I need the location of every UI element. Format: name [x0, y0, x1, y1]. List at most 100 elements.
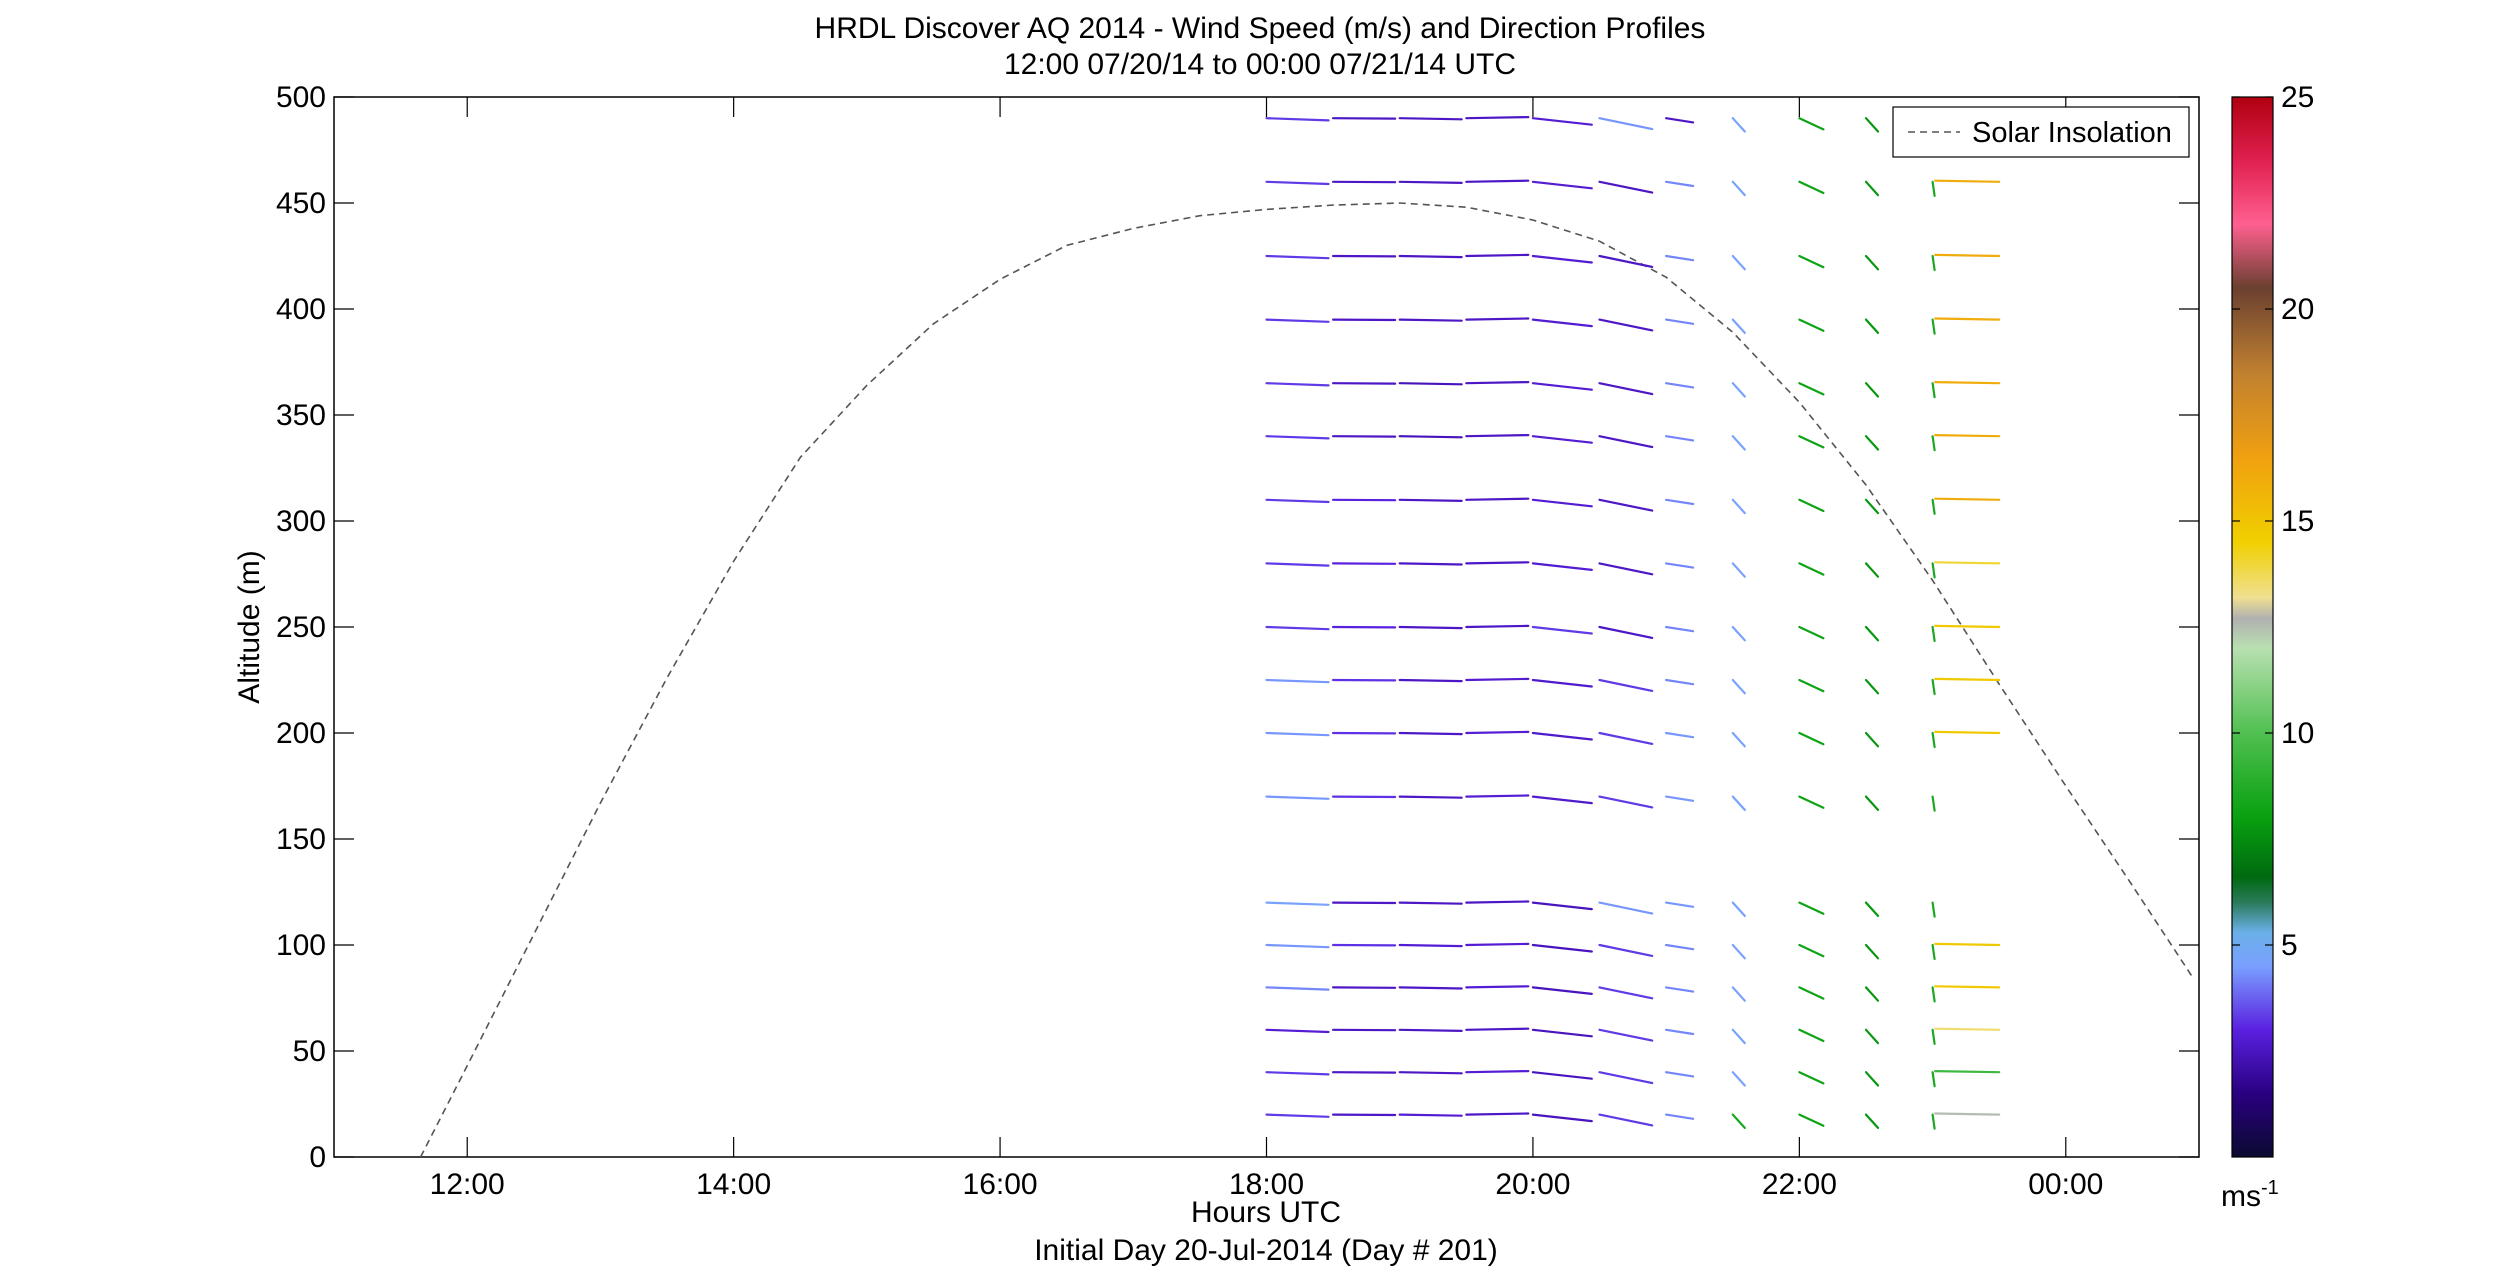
wind-barb	[1398, 382, 1463, 386]
wind-barb	[1465, 381, 1530, 385]
wind-barb-shaft	[1398, 678, 1463, 683]
x-tick-label: 18:00	[1229, 1168, 1304, 1201]
wind-barb	[1465, 561, 1530, 565]
wind-barb-shaft	[1931, 678, 1936, 696]
wind-barb	[1934, 561, 2001, 565]
wind-barb-shaft	[1731, 1071, 1746, 1087]
wind-barb-shaft	[1398, 382, 1463, 386]
wind-barb-shaft	[1265, 1113, 1330, 1118]
wind-barb	[1598, 254, 1654, 268]
wind-barb	[1398, 731, 1463, 736]
wind-barb	[1664, 254, 1695, 262]
wind-barb-shaft	[1598, 678, 1654, 693]
wind-barb-shaft	[1465, 985, 1530, 989]
wind-barb	[1864, 1028, 1880, 1045]
wind-barb	[1531, 795, 1593, 805]
wind-barb	[1731, 254, 1746, 271]
wind-barb	[1664, 180, 1695, 188]
wind-barb-shaft	[1398, 180, 1463, 184]
wind-barb-shaft	[1531, 1113, 1593, 1123]
wind-barb	[1531, 678, 1593, 688]
wind-barb-shaft	[1731, 435, 1746, 451]
wind-barb-shaft	[1798, 318, 1825, 332]
wind-barb-shaft	[1398, 1071, 1463, 1075]
wind-barb-shaft	[1864, 1028, 1880, 1045]
y-tick-label: 150	[276, 823, 326, 856]
y-ticks: 0 50 100 150 200 250 300 350 400 450 500	[276, 81, 2199, 1174]
wind-barb-shaft	[1265, 318, 1330, 323]
wind-barb-shaft	[1931, 435, 1936, 452]
wind-barb	[1531, 254, 1593, 264]
wind-barb-shaft	[1798, 180, 1825, 195]
wind-barb	[1731, 678, 1746, 695]
legend-entry-solar: Solar Insolation	[1972, 117, 2172, 149]
wind-barb-shaft	[1265, 795, 1330, 800]
wind-barb-shaft	[1864, 678, 1880, 695]
wind-barb-shaft	[1864, 625, 1880, 642]
wind-barb	[1798, 731, 1825, 746]
wind-barb-shaft	[1398, 254, 1463, 259]
wind-barb	[1465, 317, 1530, 321]
wind-barb-shaft	[1465, 794, 1530, 798]
wind-barb-shaft	[1931, 1028, 1936, 1045]
wind-barb	[1731, 498, 1746, 515]
wind-barb-shaft	[1465, 1069, 1530, 1074]
wind-barb	[1265, 318, 1330, 323]
wind-barb	[1598, 1028, 1654, 1042]
x-tick-label: 00:00	[2028, 1168, 2103, 1201]
wind-barb-shaft	[1731, 117, 1746, 133]
wind-barb	[1398, 562, 1463, 566]
wind-barb-shaft	[1265, 562, 1330, 567]
wind-barb-shaft	[1265, 943, 1330, 949]
wind-barb-shaft	[1598, 562, 1654, 576]
wind-barb	[1531, 382, 1593, 391]
wind-barb	[1731, 731, 1746, 748]
wind-barb-shaft	[1931, 943, 1936, 961]
wind-barb-shaft	[1864, 562, 1880, 578]
wind-barb	[1664, 731, 1695, 739]
y-tick-label: 0	[309, 1141, 326, 1174]
wind-barb	[1934, 1069, 2001, 1074]
wind-barb-shaft	[1465, 317, 1530, 321]
wind-barb	[1465, 624, 1530, 629]
wind-barb-shaft	[1664, 986, 1695, 993]
wind-barb-shaft	[1798, 901, 1825, 915]
wind-barb	[1398, 678, 1463, 683]
wind-barb-shaft	[1731, 901, 1746, 918]
wind-barb	[1664, 382, 1695, 389]
wind-barb	[1664, 498, 1695, 506]
wind-barb-shaft	[1531, 795, 1593, 805]
wind-barb	[1931, 180, 1936, 197]
wind-barb-shaft	[1265, 901, 1330, 906]
wind-barb-shaft	[1931, 254, 1936, 272]
wind-barb	[1465, 942, 1530, 947]
y-tick-label: 400	[276, 293, 326, 326]
wind-barb	[1931, 943, 1936, 961]
solar-insolation-line	[419, 202, 2193, 1158]
wind-barb	[1398, 117, 1463, 121]
wind-barb	[1731, 435, 1746, 451]
wind-barb	[1265, 678, 1330, 684]
wind-barb-shaft	[1664, 901, 1695, 908]
y-axis-label: Altitude (m)	[233, 550, 266, 703]
chart-subtitle: 12:00 07/20/14 to 00:00 07/21/14 UTC	[1004, 48, 1516, 81]
wind-barb-shaft	[1931, 795, 1936, 812]
wind-barb	[1931, 562, 1936, 579]
wind-barb-shaft	[1864, 254, 1880, 271]
wind-barb-shaft	[1931, 986, 1936, 1003]
wind-barb-shaft	[1731, 986, 1746, 1002]
wind-barb	[1934, 730, 2001, 735]
wind-barb	[1731, 625, 1746, 642]
wind-barbs-layer	[1265, 115, 2001, 1130]
wind-barb-shaft	[1931, 498, 1936, 515]
wind-barb	[1731, 1113, 1746, 1130]
wind-barb	[1265, 180, 1330, 186]
wind-barb	[1934, 624, 2001, 629]
wind-barb	[1465, 1027, 1530, 1031]
x-tick-label: 12:00	[430, 1168, 505, 1201]
wind-barb-shaft	[1398, 731, 1463, 736]
colorbar-unit-label: ms-1	[2221, 1177, 2279, 1213]
wind-barb	[1864, 795, 1880, 812]
wind-barb-shaft	[1465, 497, 1530, 501]
wind-barb	[1265, 795, 1330, 800]
